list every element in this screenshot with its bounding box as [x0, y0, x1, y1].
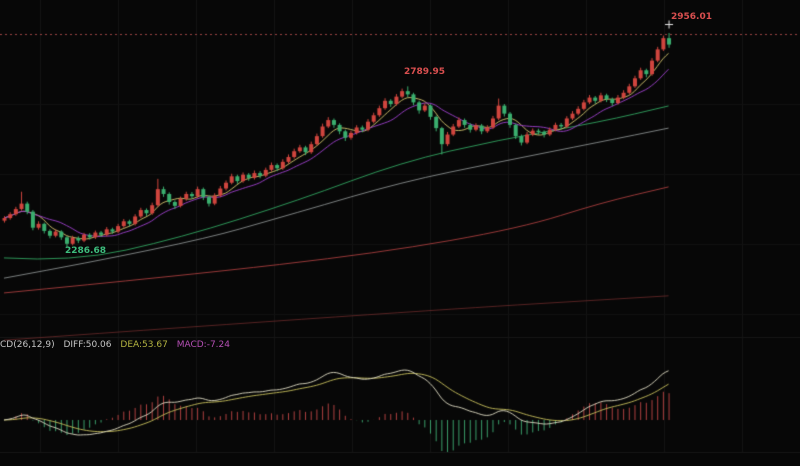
- diff-value-label: DIFF:50.06: [63, 340, 112, 350]
- macd-params-label: CD(26,12,9): [0, 340, 55, 350]
- low-price-label: 2286.68: [65, 246, 106, 256]
- latest-price-label: 2956.01: [671, 12, 712, 22]
- dea-value-label: DEA:53.67: [120, 340, 168, 350]
- macd-indicator-bar[interactable]: CD(26,12,9) DIFF:50.06 DEA:53.67 MACD:-7…: [0, 339, 236, 351]
- macd-value-label: MACD:-7.24: [176, 340, 230, 350]
- peak-price-label: 2789.95: [404, 67, 445, 77]
